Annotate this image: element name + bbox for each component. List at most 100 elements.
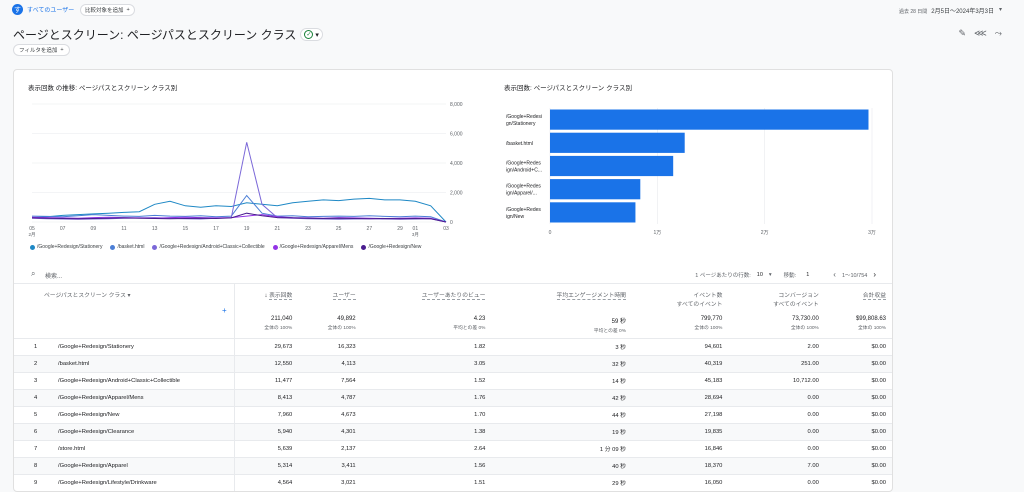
table-row[interactable]: 4/Google+Redesign/Apparel/Mens 8,413 4,787…: [14, 388, 892, 406]
add-comparison-label: 比較対象を追加: [85, 8, 124, 14]
row-page-path: /store.html: [54, 439, 234, 457]
date-range-picker[interactable]: 過去 28 日間 2月5日～2024年3月3日: [899, 6, 994, 15]
total-cell: 211,040 全体の 100%: [233, 312, 299, 338]
goto-page-input[interactable]: 1: [806, 271, 810, 278]
user-segment-chip[interactable]: す すべてのユーザー: [12, 4, 74, 15]
column-header-conversions[interactable]: コンバージョン すべてのイベント: [773, 293, 819, 308]
chevron-down-icon[interactable]: ▾: [998, 7, 1002, 13]
table-row[interactable]: 9/Google+Redesign/Lifestyle/Drinkware 4,5…: [14, 473, 892, 491]
table-row[interactable]: 1/Google+Redesign/Stationery 29,673 16,323…: [14, 337, 892, 355]
x-tick-label: 0: [549, 230, 552, 236]
column-header-event-count[interactable]: イベント数 すべてのイベント: [676, 293, 723, 308]
row-metric-cell: 45,183: [631, 371, 729, 389]
check-circle-icon: ✓: [304, 30, 314, 39]
table-row[interactable]: 2/basket.html 12,550 4,113 3.05 32 秒 40,319 25…: [14, 354, 892, 372]
row-metric-cell: 0.00: [728, 405, 825, 423]
line-chart-legend: /Google+Redesign/Stationery/basket.html /…: [30, 244, 421, 250]
row-index: 5: [14, 405, 54, 423]
column-header-users[interactable]: ユーザー: [332, 293, 356, 300]
column-header-views-per-user[interactable]: ユーザーあたりのビュー: [421, 293, 486, 300]
bar-category-label: /basket.html: [506, 141, 533, 147]
row-index: 1: [14, 337, 54, 355]
data-table: ページパスとスクリーン クラス ▾ ↓ 表示回数 ユーザー ユーザーあたりのビュ…: [14, 284, 892, 491]
series-line: [31, 212, 447, 223]
row-metric-cell: $0.00: [824, 439, 892, 457]
row-metric-cell: 18,370: [631, 456, 729, 474]
x-tick-label: 17: [213, 226, 219, 232]
chevron-left-icon[interactable]: ‹: [833, 270, 836, 279]
add-comparison-button[interactable]: 比較対象を追加 +: [80, 4, 135, 16]
x-tick-label: 15: [183, 226, 189, 232]
row-metric-cell: 5,314: [233, 456, 299, 474]
add-filter-button[interactable]: フィルタを追加 +: [13, 44, 70, 56]
chevron-right-icon[interactable]: ›: [873, 270, 876, 279]
total-cell: 73,730.00 全体の 100%: [790, 316, 819, 331]
x-tick-label: 05: [29, 226, 35, 232]
legend-item: /Google+Redesign/Stationery: [30, 244, 102, 250]
row-metric-cell: 5,639: [233, 439, 299, 457]
row-metric-cell: 40 秒: [491, 456, 632, 474]
bar-category-label: /Google+Redes: [506, 184, 541, 190]
add-dimension-icon[interactable]: +: [222, 306, 227, 315]
x-tick-label: 29: [397, 226, 403, 232]
table-row[interactable]: 8/Google+Redesign/Apparel 5,314 3,411 1.56 4…: [14, 456, 892, 474]
row-index: 7: [14, 439, 54, 457]
table-row[interactable]: 7/store.html 5,639 2,137 2.64 1 分 09 秒 16,846…: [14, 439, 892, 457]
search-icon: ⌕: [31, 269, 36, 278]
line-chart-title: 表示回数 の推移: ページパスとスクリーン クラス別: [28, 85, 178, 92]
bar: [550, 109, 869, 130]
row-page-path: /Google+Redesign/Stationery: [54, 337, 234, 355]
row-metric-cell: $0.00: [824, 405, 892, 423]
edit-icon[interactable]: ✎: [958, 28, 966, 38]
row-metric-cell: 1.70: [361, 405, 492, 423]
row-metric-cell: $0.00: [824, 354, 892, 372]
legend-dot-icon: [30, 244, 35, 250]
page-title: ページとスクリーン: ページパスとスクリーン クラス: [13, 28, 297, 42]
row-page-path: /Google+Redesign/Lifestyle/Drinkware: [54, 473, 234, 491]
bar-category-label: /Google+Redesi: [506, 114, 542, 120]
row-metric-cell: 29,673: [233, 337, 299, 355]
bar-category-label: gn/Stationery: [506, 121, 536, 127]
legend-item: /Google+Redesign/New: [361, 244, 421, 250]
row-page-path: /basket.html: [54, 354, 234, 372]
bar: [550, 132, 685, 153]
row-metric-cell: 29 秒: [491, 473, 632, 491]
totals-row: 211,040 全体の 100% 49,892 全体の 100% 4.23 平均との差…: [14, 312, 892, 338]
row-metric-cell: 1.76: [361, 388, 492, 406]
search-input[interactable]: 検索...: [45, 274, 63, 280]
bar-category-label: /Google+Redes: [506, 207, 541, 213]
bar: [550, 155, 674, 177]
legend-dot-icon: [110, 244, 116, 250]
x-tick-label: 11: [121, 226, 126, 232]
row-metric-cell: 1.51: [361, 473, 492, 491]
row-metric-cell: $0.00: [824, 371, 892, 389]
bar-category-label: ign/Apparel/...: [506, 191, 537, 197]
row-index: 3: [14, 371, 54, 389]
row-metric-cell: 2.64: [361, 439, 492, 457]
x-tick-label: 2万: [761, 230, 769, 236]
column-header-views[interactable]: ↓ 表示回数: [233, 284, 299, 312]
bar-chart-title: 表示回数: ページパスとスクリーン クラス別: [504, 85, 632, 92]
share-icon[interactable]: ⋘: [973, 28, 987, 38]
sort-down-icon: ↓: [264, 293, 270, 299]
table-row[interactable]: 3/Google+Redesign/Android+Classic+Collec…: [14, 371, 892, 389]
total-cell: 799,770 全体の 100%: [694, 316, 723, 331]
row-page-path: /Google+Redesign/Clearance: [54, 422, 234, 440]
column-header-engagement-time[interactable]: 平均エンゲージメント時間: [556, 293, 626, 300]
legend-dot-icon: [272, 244, 278, 250]
column-header-dimension[interactable]: ページパスとスクリーン クラス ▾: [44, 293, 131, 299]
row-index: 9: [14, 473, 54, 491]
column-header-revenue[interactable]: 合計収益: [862, 293, 886, 300]
chevron-down-icon[interactable]: ▾: [768, 271, 772, 278]
row-metric-cell: 11,477: [233, 371, 299, 389]
insights-icon[interactable]: ⤳: [994, 28, 1002, 38]
table-row[interactable]: 6/Google+Redesign/Clearance 5,940 4,301 1.3…: [14, 422, 892, 440]
legend-item: /Google+Redesign/Apparel/Mens: [272, 244, 353, 250]
user-segment-label: すべてのユーザー: [27, 8, 75, 14]
report-status-badge[interactable]: ✓ ▾: [300, 28, 323, 41]
rows-per-page-select[interactable]: 10: [756, 271, 763, 278]
total-cell: $99,808.63 全体の 100%: [855, 316, 886, 331]
row-metric-cell: 4,301: [298, 422, 362, 440]
row-metric-cell: 5,940: [233, 422, 299, 440]
